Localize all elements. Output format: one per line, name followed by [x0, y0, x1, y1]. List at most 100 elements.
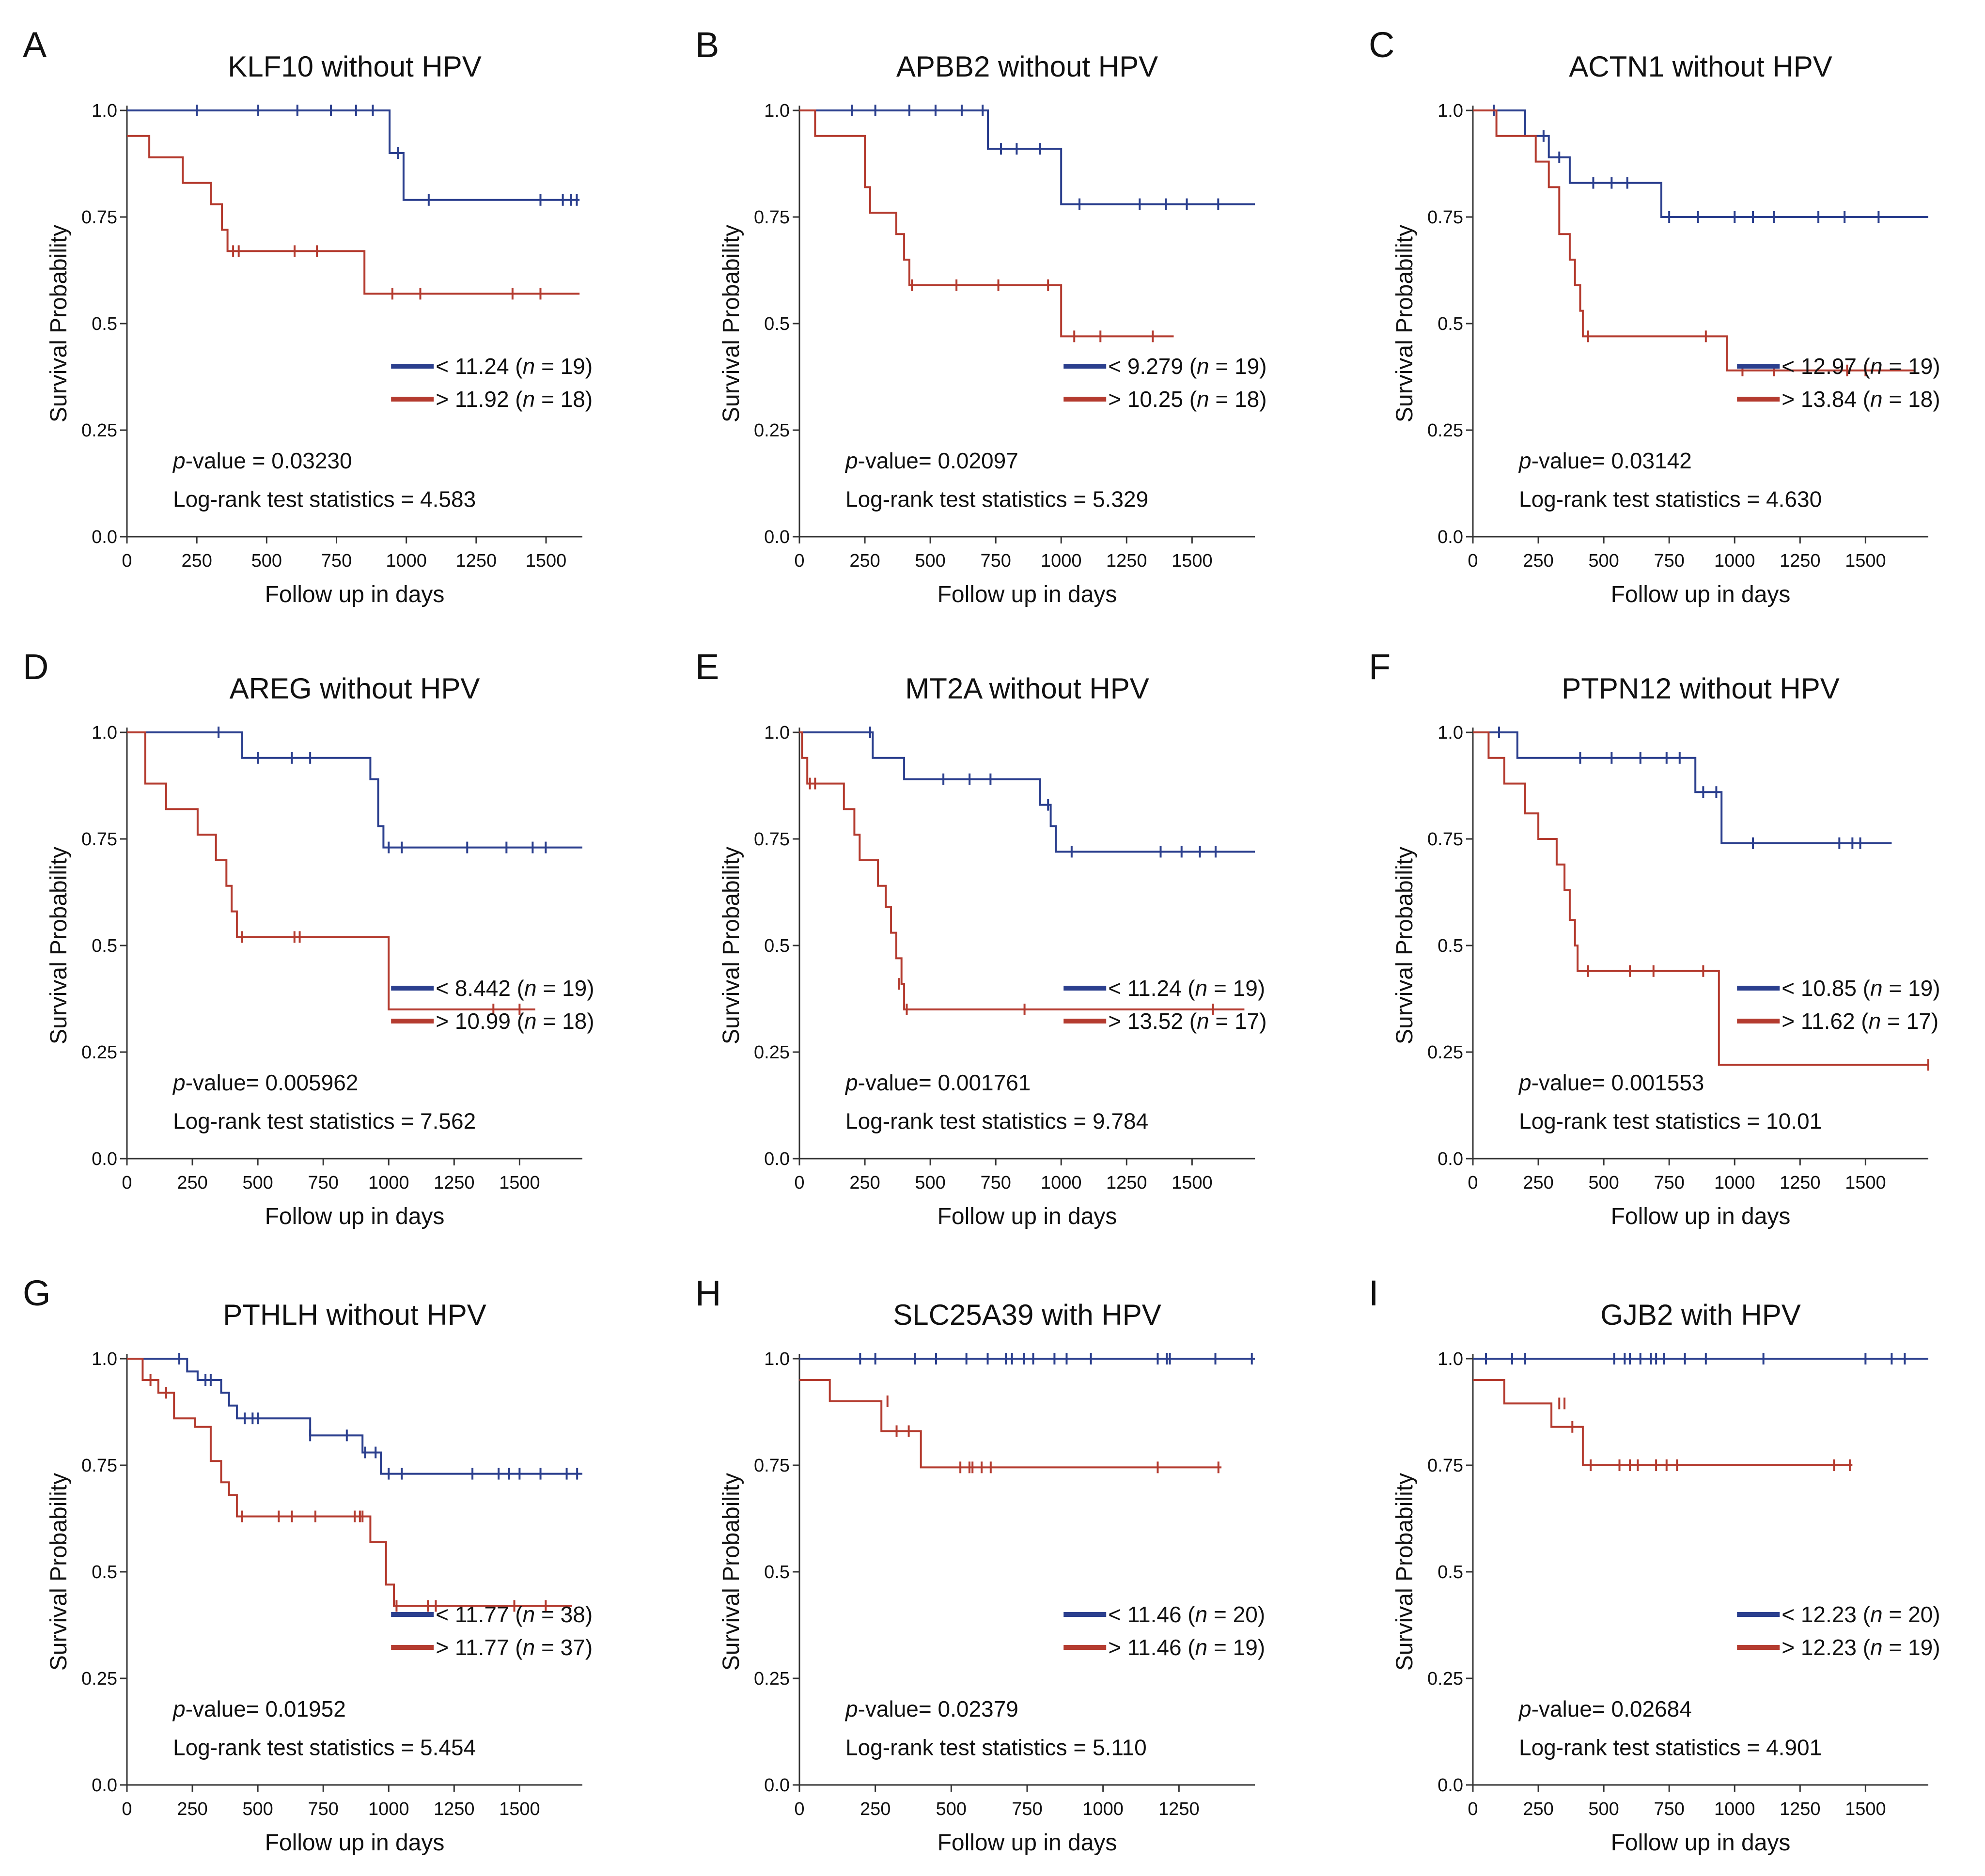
legend-entry: > 13.84 (n = 18) — [1782, 387, 1940, 412]
survival-curve-high — [1473, 1379, 1853, 1466]
y-axis-label: Survival Probability — [719, 225, 744, 422]
x-axis-label: Follow up in days — [938, 1830, 1117, 1856]
y-tick-label: 0.75 — [1427, 1456, 1463, 1476]
x-axis-label: Follow up in days — [265, 1830, 445, 1856]
p-value-annotation: p-value= 0.02684 — [1518, 1696, 1692, 1721]
y-tick-label: 0.0 — [764, 1149, 790, 1169]
x-tick-label: 500 — [242, 1799, 273, 1819]
y-tick-label: 0.75 — [1427, 207, 1463, 228]
x-tick-label: 0 — [794, 1173, 804, 1193]
x-axis-label: Follow up in days — [265, 1204, 445, 1229]
x-tick-label: 250 — [860, 1799, 891, 1819]
x-tick-label: 1500 — [1845, 551, 1886, 571]
legend-entry: > 10.99 (n = 18) — [436, 1008, 594, 1034]
y-tick-label: 0.5 — [764, 936, 790, 956]
y-tick-label: 1.0 — [764, 1349, 790, 1369]
x-tick-label: 1500 — [1172, 1173, 1213, 1193]
panel-title: ACTN1 without HPV — [1569, 50, 1832, 83]
x-axis-label: Follow up in days — [265, 582, 445, 607]
p-value-annotation: p-value= 0.01952 — [172, 1696, 346, 1721]
x-tick-label: 500 — [1588, 1173, 1619, 1193]
y-tick-label: 0.5 — [92, 1562, 117, 1582]
y-tick-label: 0.25 — [1427, 420, 1463, 441]
x-axis-label: Follow up in days — [938, 582, 1117, 607]
x-tick-label: 1000 — [1714, 1799, 1755, 1819]
survival-curve-high — [127, 1358, 572, 1607]
legend-entry: > 10.25 (n = 18) — [1108, 387, 1266, 412]
p-value-annotation: p-value= 0.005962 — [172, 1070, 358, 1095]
y-tick-label: 0.5 — [1438, 314, 1463, 334]
x-tick-label: 750 — [308, 1173, 338, 1193]
x-tick-label: 0 — [794, 1799, 804, 1819]
legend-entry: > 11.92 (n = 18) — [436, 387, 593, 412]
panel-title: AREG without HPV — [230, 672, 480, 705]
p-value-annotation: p-value= 0.03142 — [1518, 448, 1692, 473]
x-tick-label: 250 — [177, 1799, 207, 1819]
survival-curve-low — [799, 109, 1255, 205]
legend-entry: > 11.62 (n = 17) — [1782, 1008, 1938, 1034]
y-tick-label: 0.25 — [1427, 1669, 1463, 1689]
legend-entry: > 11.77 (n = 37) — [436, 1635, 593, 1660]
x-tick-label: 1000 — [1041, 551, 1082, 571]
y-tick-label: 0.5 — [92, 314, 117, 334]
survival-curve-high — [799, 1379, 1222, 1469]
x-tick-label: 1250 — [1780, 551, 1821, 571]
x-axis-label: Follow up in days — [1611, 1830, 1791, 1856]
panel-letter: G — [23, 1273, 51, 1313]
survival-curve-low — [127, 731, 582, 849]
p-value-annotation: p-value = 0.03230 — [172, 448, 352, 473]
survival-curve-high — [127, 731, 535, 1010]
y-tick-label: 0.0 — [764, 1775, 790, 1796]
log-rank-annotation: Log-rank test statistics = 4.630 — [1519, 486, 1822, 512]
y-tick-label: 0.25 — [1427, 1042, 1463, 1063]
x-tick-label: 1000 — [368, 1173, 409, 1193]
x-axis-label: Follow up in days — [1611, 1204, 1791, 1229]
y-tick-label: 1.0 — [92, 723, 117, 743]
y-tick-label: 0.5 — [92, 936, 117, 956]
x-tick-label: 0 — [122, 1799, 132, 1819]
panel-letter: A — [23, 25, 47, 65]
panel-title: SLC25A39 with HPV — [893, 1299, 1161, 1331]
x-tick-label: 0 — [1468, 551, 1478, 571]
x-tick-label: 500 — [915, 551, 945, 571]
y-tick-label: 0.5 — [764, 1562, 790, 1582]
y-tick-label: 0.0 — [1438, 1149, 1463, 1169]
x-tick-label: 250 — [177, 1173, 207, 1193]
panel-h: H SLC25A39 with HPV 0.0 0.25 0.5 0.75 1.0 0 250 5… — [695, 1273, 1265, 1856]
legend-entry: < 10.85 (n = 19) — [1782, 976, 1940, 1001]
y-tick-label: 0.25 — [754, 1669, 790, 1689]
y-tick-label: 1.0 — [92, 1349, 117, 1369]
x-tick-label: 1000 — [1041, 1173, 1082, 1193]
panel-title: PTHLH without HPV — [223, 1299, 486, 1331]
panel-title: GJB2 with HPV — [1600, 1299, 1800, 1331]
y-tick-label: 0.25 — [754, 1042, 790, 1063]
x-tick-label: 1000 — [368, 1799, 409, 1819]
x-axis-label: Follow up in days — [1611, 582, 1791, 607]
survival-curve-high — [127, 135, 580, 295]
y-tick-label: 0.75 — [81, 207, 117, 228]
p-value-annotation: p-value= 0.001553 — [1518, 1070, 1704, 1095]
panel-i: I GJB2 with HPV 0.0 0.25 0.5 0.75 1.0 0 250 500 75… — [1369, 1273, 1940, 1856]
x-tick-label: 1250 — [1780, 1173, 1821, 1193]
x-tick-label: 1500 — [499, 1799, 540, 1819]
x-tick-label: 1000 — [1714, 551, 1755, 571]
x-tick-label: 0 — [794, 551, 804, 571]
legend-entry: < 12.97 (n = 19) — [1782, 354, 1940, 379]
x-tick-label: 250 — [849, 1173, 880, 1193]
survival-curve-low — [127, 1358, 582, 1475]
y-tick-label: 0.75 — [81, 829, 117, 850]
y-axis-label: Survival Probability — [46, 225, 72, 422]
y-axis-label: Survival Probability — [46, 847, 72, 1044]
x-tick-label: 1000 — [1082, 1799, 1124, 1819]
legend-entry: < 11.24 (n = 19) — [436, 354, 593, 379]
x-tick-label: 250 — [1523, 1799, 1553, 1819]
log-rank-annotation: Log-rank test statistics = 5.110 — [845, 1735, 1147, 1760]
p-value-annotation: p-value= 0.02379 — [844, 1696, 1018, 1721]
x-tick-label: 0 — [1468, 1173, 1478, 1193]
panel-d: D AREG without HPV 0.0 0.25 0.5 0.75 1.0 0 250 50… — [23, 647, 594, 1229]
y-tick-label: 0.75 — [754, 829, 790, 850]
x-tick-label: 750 — [308, 1799, 338, 1819]
x-tick-label: 250 — [849, 551, 880, 571]
x-tick-label: 1250 — [1106, 1173, 1147, 1193]
p-value-annotation: p-value= 0.001761 — [844, 1070, 1031, 1095]
